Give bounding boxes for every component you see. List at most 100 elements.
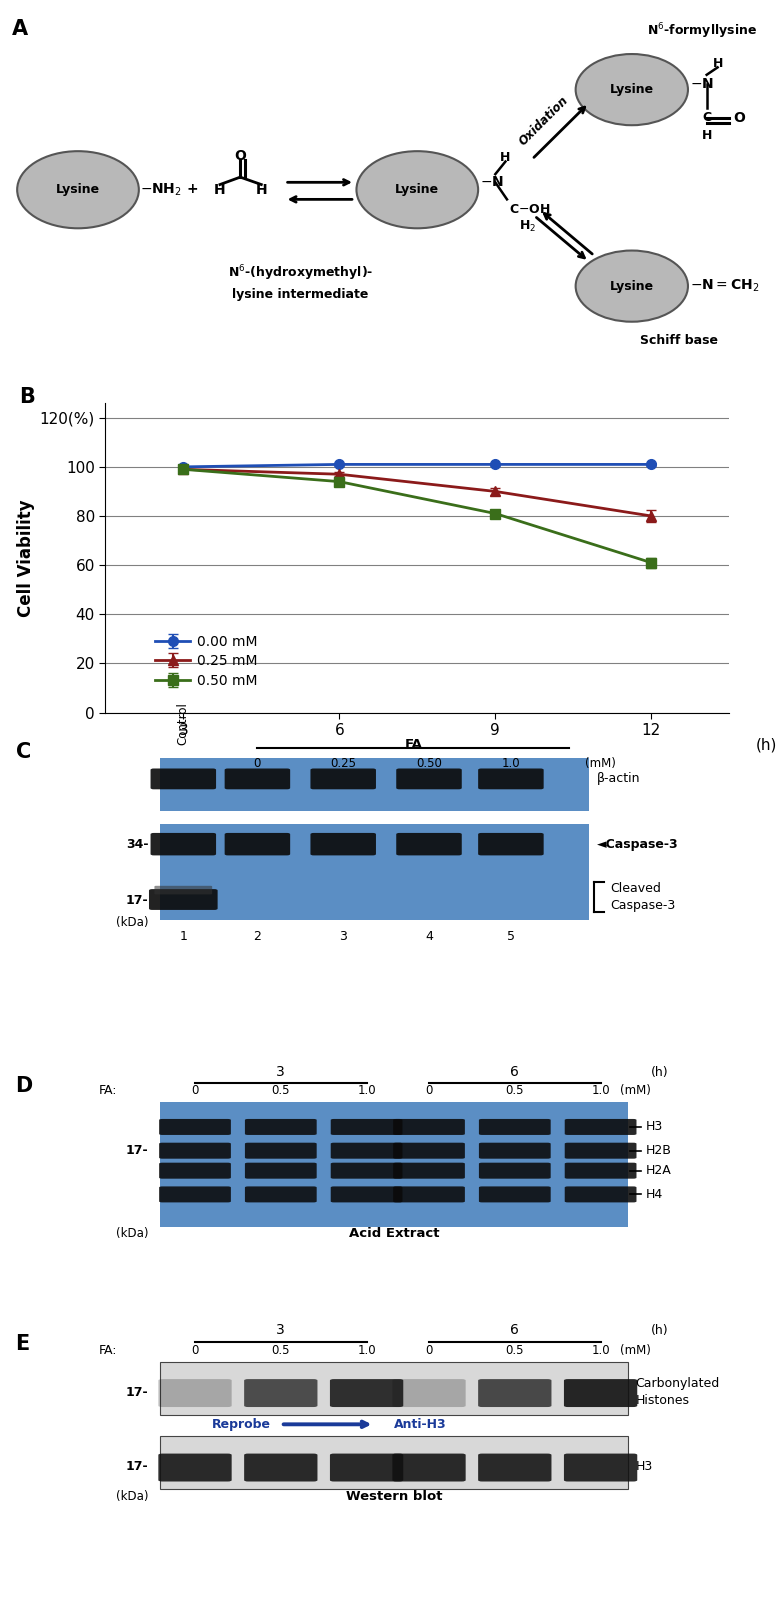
Text: H: H bbox=[215, 182, 225, 197]
FancyBboxPatch shape bbox=[158, 1454, 232, 1481]
Text: D: D bbox=[16, 1075, 33, 1096]
FancyBboxPatch shape bbox=[151, 769, 216, 790]
FancyBboxPatch shape bbox=[478, 1380, 551, 1407]
Text: $-$N: $-$N bbox=[690, 77, 714, 90]
Text: 0: 0 bbox=[191, 1344, 199, 1357]
FancyBboxPatch shape bbox=[479, 1162, 551, 1178]
Text: 3: 3 bbox=[276, 1323, 285, 1336]
FancyBboxPatch shape bbox=[565, 1162, 636, 1178]
Text: FA:: FA: bbox=[98, 1344, 117, 1357]
Text: (mM): (mM) bbox=[620, 1085, 651, 1098]
Ellipse shape bbox=[576, 55, 688, 126]
Text: (kDa): (kDa) bbox=[115, 916, 148, 929]
Text: FA:: FA: bbox=[98, 1085, 117, 1098]
Text: (mM): (mM) bbox=[585, 756, 616, 769]
Text: C: C bbox=[702, 111, 711, 124]
FancyBboxPatch shape bbox=[245, 1119, 317, 1135]
Text: (mM): (mM) bbox=[620, 1344, 651, 1357]
Text: $-$N: $-$N bbox=[480, 176, 504, 189]
FancyBboxPatch shape bbox=[564, 1454, 637, 1481]
Text: 1.0: 1.0 bbox=[357, 1344, 376, 1357]
Text: 3: 3 bbox=[339, 930, 347, 943]
FancyBboxPatch shape bbox=[331, 1119, 402, 1135]
Text: H3: H3 bbox=[646, 1120, 663, 1133]
Text: Control: Control bbox=[177, 703, 190, 745]
FancyBboxPatch shape bbox=[478, 769, 544, 790]
FancyBboxPatch shape bbox=[479, 1143, 551, 1159]
Text: 0: 0 bbox=[254, 756, 261, 769]
Text: $-$N$=$CH$_2$: $-$N$=$CH$_2$ bbox=[690, 277, 759, 295]
FancyBboxPatch shape bbox=[158, 1380, 232, 1407]
Text: 0.50: 0.50 bbox=[416, 756, 442, 769]
Text: 0.5: 0.5 bbox=[271, 1085, 290, 1098]
Text: H3: H3 bbox=[636, 1460, 653, 1473]
FancyBboxPatch shape bbox=[154, 887, 212, 895]
FancyBboxPatch shape bbox=[244, 1380, 317, 1407]
Legend: 0.00 mM, 0.25 mM, 0.50 mM: 0.00 mM, 0.25 mM, 0.50 mM bbox=[150, 629, 263, 693]
FancyBboxPatch shape bbox=[564, 1380, 637, 1407]
Text: N$^6$-(hydroxymethyl)-
lysine intermediate: N$^6$-(hydroxymethyl)- lysine intermedia… bbox=[228, 264, 373, 301]
Text: 1.0: 1.0 bbox=[591, 1344, 610, 1357]
FancyBboxPatch shape bbox=[310, 769, 376, 790]
Text: C: C bbox=[16, 742, 31, 762]
Text: 17-: 17- bbox=[126, 1386, 148, 1399]
FancyBboxPatch shape bbox=[310, 833, 376, 856]
Text: Lysine: Lysine bbox=[610, 279, 654, 293]
FancyBboxPatch shape bbox=[160, 758, 589, 811]
Text: ◄Caspase-3: ◄Caspase-3 bbox=[597, 838, 679, 851]
FancyBboxPatch shape bbox=[225, 833, 290, 856]
Ellipse shape bbox=[17, 152, 139, 229]
Text: O: O bbox=[733, 111, 746, 124]
FancyBboxPatch shape bbox=[393, 1119, 465, 1135]
FancyBboxPatch shape bbox=[565, 1119, 636, 1135]
FancyBboxPatch shape bbox=[244, 1454, 317, 1481]
Text: 17-: 17- bbox=[126, 1145, 148, 1157]
Text: (kDa): (kDa) bbox=[115, 1227, 148, 1240]
Text: $-$NH$_2$ +: $-$NH$_2$ + bbox=[140, 182, 199, 198]
FancyBboxPatch shape bbox=[393, 1143, 465, 1159]
Text: 1.0: 1.0 bbox=[502, 756, 520, 769]
FancyBboxPatch shape bbox=[160, 1362, 628, 1415]
Text: 17-: 17- bbox=[126, 1460, 148, 1473]
Text: H2B: H2B bbox=[646, 1145, 672, 1157]
Text: 4: 4 bbox=[425, 930, 433, 943]
Text: Acid Extract: Acid Extract bbox=[349, 1227, 439, 1240]
FancyBboxPatch shape bbox=[396, 769, 462, 790]
FancyBboxPatch shape bbox=[478, 1454, 551, 1481]
Text: β-actin: β-actin bbox=[597, 772, 640, 785]
Text: 1.0: 1.0 bbox=[357, 1085, 376, 1098]
Text: 0.5: 0.5 bbox=[271, 1344, 290, 1357]
Text: 0.5: 0.5 bbox=[505, 1085, 524, 1098]
Text: E: E bbox=[16, 1333, 30, 1354]
FancyBboxPatch shape bbox=[331, 1143, 402, 1159]
Text: (h): (h) bbox=[651, 1066, 669, 1078]
FancyBboxPatch shape bbox=[330, 1454, 403, 1481]
Text: (h): (h) bbox=[755, 737, 777, 753]
Text: H4: H4 bbox=[646, 1188, 663, 1201]
FancyBboxPatch shape bbox=[159, 1143, 231, 1159]
Y-axis label: Cell Viability: Cell Viability bbox=[17, 500, 35, 616]
Text: Reprobe: Reprobe bbox=[212, 1419, 271, 1431]
Text: 0.25: 0.25 bbox=[330, 756, 356, 769]
Text: 6: 6 bbox=[510, 1323, 519, 1336]
Text: H: H bbox=[712, 56, 723, 71]
FancyBboxPatch shape bbox=[393, 1186, 465, 1203]
FancyBboxPatch shape bbox=[565, 1186, 636, 1203]
Text: Lysine: Lysine bbox=[56, 184, 100, 197]
Text: B: B bbox=[20, 387, 35, 406]
Text: 0: 0 bbox=[425, 1344, 433, 1357]
FancyBboxPatch shape bbox=[392, 1380, 466, 1407]
FancyBboxPatch shape bbox=[159, 1186, 231, 1203]
Text: 0.5: 0.5 bbox=[505, 1344, 524, 1357]
FancyBboxPatch shape bbox=[565, 1143, 636, 1159]
Text: 1: 1 bbox=[179, 930, 187, 943]
FancyBboxPatch shape bbox=[160, 824, 589, 920]
FancyBboxPatch shape bbox=[245, 1162, 317, 1178]
FancyBboxPatch shape bbox=[331, 1162, 402, 1178]
Text: 34-: 34- bbox=[126, 838, 148, 851]
Text: (kDa): (kDa) bbox=[115, 1491, 148, 1504]
Text: H: H bbox=[256, 182, 267, 197]
FancyBboxPatch shape bbox=[393, 1162, 465, 1178]
Text: Anti-H3: Anti-H3 bbox=[394, 1419, 446, 1431]
Text: H: H bbox=[500, 152, 511, 164]
